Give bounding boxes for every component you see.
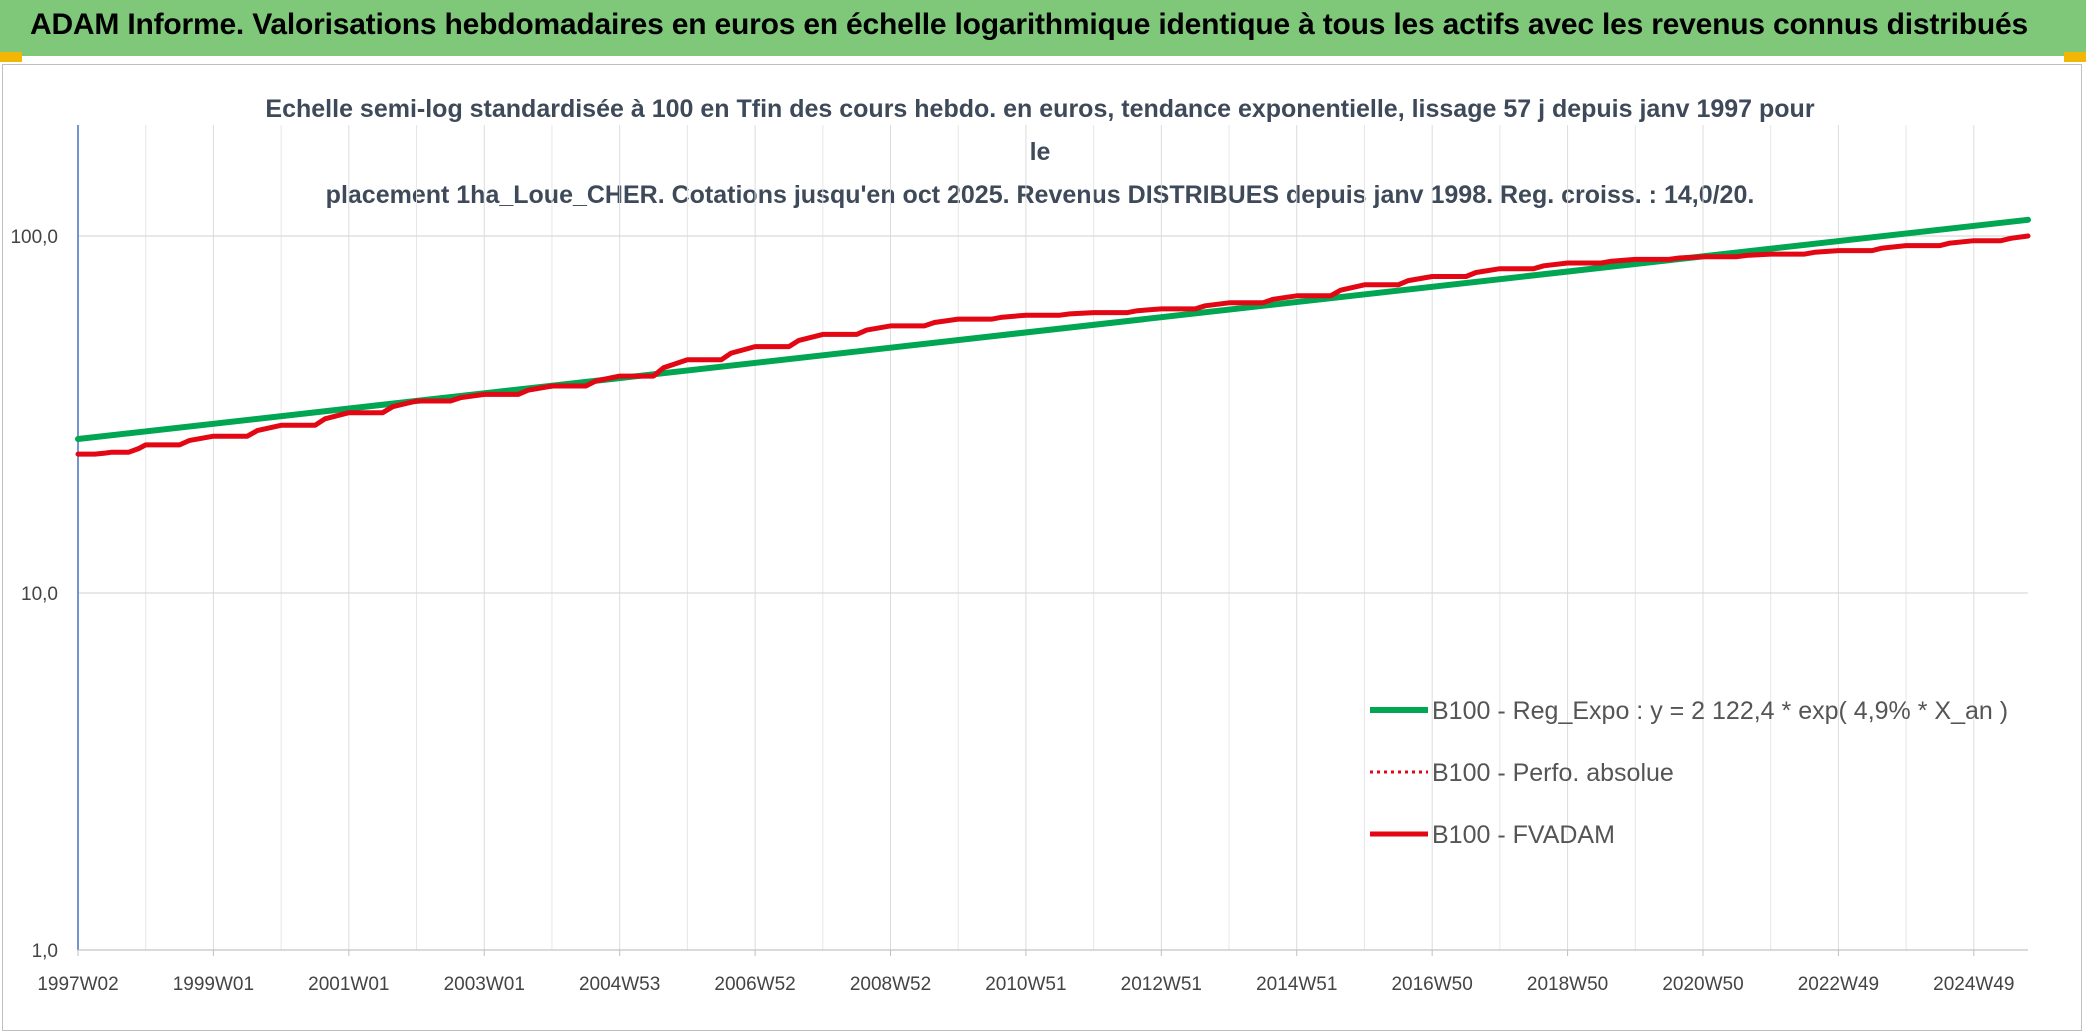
x-tick-label: 2018W50 (1527, 974, 1608, 995)
x-tick-label: 2022W49 (1798, 974, 1879, 995)
chart-title-line1: Echelle semi-log standardisée à 100 en T… (265, 95, 1815, 166)
chart-title-line2: placement 1ha_Loue_CHER. Cotations jusqu… (325, 181, 1755, 209)
x-tick-label: 2006W52 (714, 974, 795, 995)
y-tick-label: 1,0 (32, 941, 58, 962)
legend-label-3: B100 - FVADAM (1432, 821, 1615, 849)
series-line-3 (75, 233, 2031, 457)
x-tick-label: 1999W01 (173, 974, 254, 995)
series-line-1 (75, 216, 2031, 442)
x-tick-label: 2004W53 (579, 974, 660, 995)
series-layer (75, 216, 2031, 457)
chart-legend: B100 - Reg_Expo : y = 2 122,4 * exp( 4,9… (1370, 697, 2008, 849)
x-tick-label: 2010W51 (985, 974, 1066, 995)
y-tick-label: 100,0 (10, 227, 58, 248)
x-tick-label: 2001W01 (308, 974, 389, 995)
grid-layer (77, 125, 2028, 951)
x-tick-label: 2003W01 (444, 974, 525, 995)
series-line-2 (76, 234, 2030, 456)
report-title: ADAM Informe. Valorisations hebdomadaire… (30, 8, 2028, 41)
x-tick-label: 2016W50 (1391, 974, 1472, 995)
corner-accent-right (2064, 52, 2086, 62)
x-tick-label: 2012W51 (1121, 974, 1202, 995)
x-tick-label: 2024W49 (1933, 974, 2014, 995)
corner-accent-left (0, 52, 22, 62)
x-tick-label: 2014W51 (1256, 974, 1337, 995)
y-tick-label: 10,0 (21, 584, 58, 605)
chart-title: Echelle semi-log standardisée à 100 en T… (260, 88, 1820, 217)
legend-label-2: B100 - Perfo. absolue (1432, 759, 1674, 787)
legend-label-1: B100 - Reg_Expo : y = 2 122,4 * exp( 4,9… (1432, 697, 2008, 725)
axis-layer: 100,0 10,0 1,0 1997W02 1999W01 2001W01 2003W01… (10, 125, 2028, 995)
x-tick-label: 2020W50 (1662, 974, 1743, 995)
x-tick-label: 2008W52 (850, 974, 931, 995)
report-header-bar (0, 0, 2086, 56)
x-tick-label: 1997W02 (37, 974, 118, 995)
